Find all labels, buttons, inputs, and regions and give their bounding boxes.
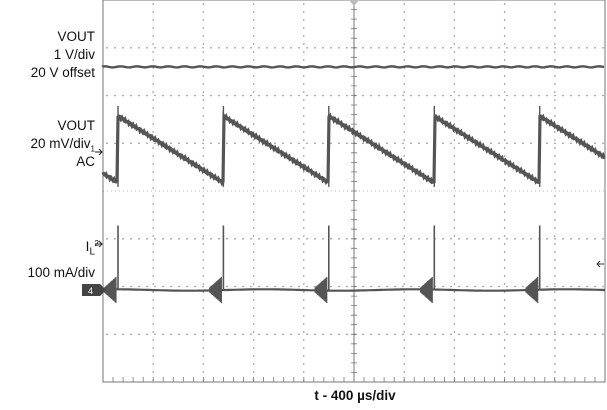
ch1-vout-trace: [101, 65, 605, 69]
grid-dots: [106, 3, 604, 381]
axis-ticks: [102, 0, 596, 382]
ch3-marker-label: 2: [94, 239, 99, 248]
ch2-scale-text: 20 mV/div: [30, 136, 91, 151]
ch3-il-sub: L: [89, 246, 95, 258]
ch4-marker-pointer: [100, 284, 106, 296]
ch4-marker-box: [82, 284, 100, 296]
ch1-label-vout: VOUT: [57, 29, 95, 44]
ch1-label-offset: 20 V offset: [30, 65, 95, 80]
ch1-label-scale: 1 V/div: [53, 47, 95, 62]
ch2-jump-edges: [117, 106, 541, 187]
ch3-label-il: IL: [86, 238, 95, 261]
ch2-ripple-trace: [101, 110, 606, 187]
ch3-il-trace: [101, 288, 605, 292]
ch3-ringing-bursts: [103, 277, 539, 303]
ch4-marker-label: 4: [88, 286, 93, 296]
ch2-marker-arrow: [95, 148, 103, 156]
ch3-marker-arrow: [95, 240, 103, 248]
x-axis-label: t - 400 µs/div: [314, 388, 396, 403]
ch2-label-scale: 20 mV/div1: [31, 135, 95, 158]
trigger-level-marker: [596, 260, 604, 268]
ch2-marker-label: 1: [90, 144, 95, 154]
ch3-current-spikes: [117, 225, 541, 290]
ch3-label-scale: 100 mA/div: [27, 265, 95, 280]
ch2-label-vout: VOUT: [57, 118, 95, 133]
ch3-il-main: I: [85, 239, 90, 254]
ch2-label-ac: AC: [76, 154, 95, 169]
trigger-position-marker: [349, 0, 359, 6]
